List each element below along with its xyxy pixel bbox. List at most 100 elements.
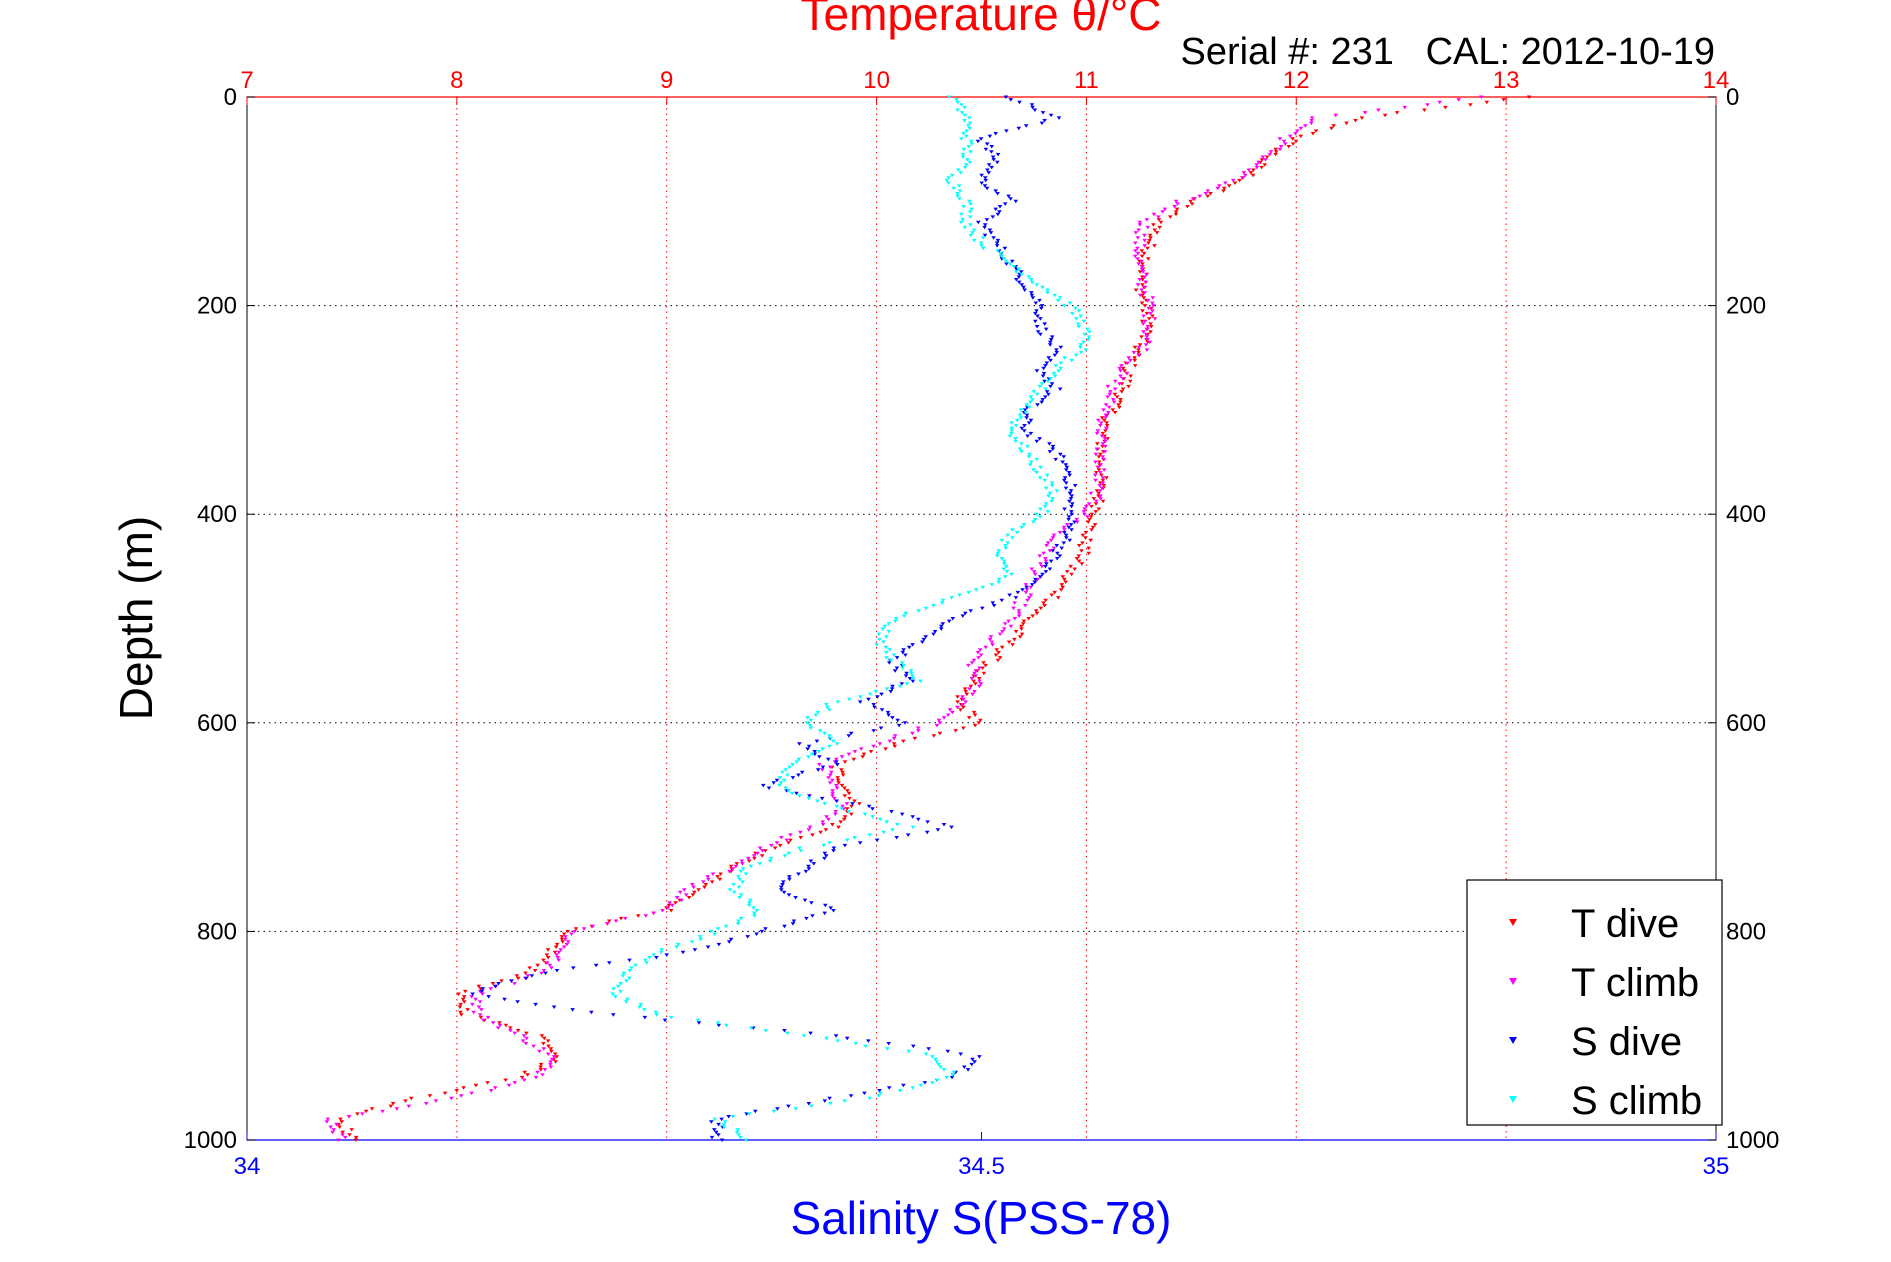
data-point [958, 1052, 963, 1056]
data-point [1088, 515, 1094, 519]
data-point [827, 734, 832, 738]
data-point [918, 679, 923, 684]
data-point [492, 1086, 498, 1090]
data-point [1006, 619, 1011, 624]
data-point [805, 716, 810, 720]
data-point [690, 883, 695, 887]
data-point [1069, 510, 1074, 514]
temperature-tick-label: 13 [1493, 67, 1520, 94]
depth-tick-label: 800 [1726, 918, 1766, 945]
data-point [514, 974, 520, 978]
data-point [774, 841, 780, 845]
data-point [910, 825, 916, 830]
data-point [1293, 139, 1299, 144]
data-point [1085, 327, 1090, 332]
data-point [1004, 570, 1010, 574]
data-point [955, 695, 960, 699]
data-point [834, 742, 840, 746]
data-point [1083, 536, 1088, 540]
data-point [1101, 408, 1106, 412]
data-point [926, 1047, 931, 1051]
data-point [973, 682, 978, 686]
data-point [1133, 231, 1139, 235]
data-point [787, 875, 792, 879]
data-point [1120, 377, 1126, 381]
data-point [1011, 606, 1016, 611]
data-point [1012, 601, 1017, 605]
data-point [1099, 434, 1105, 438]
data-point [551, 1005, 557, 1009]
data-point [1075, 322, 1081, 326]
data-point [844, 1036, 850, 1041]
data-point [946, 176, 951, 180]
data-point [1141, 314, 1146, 318]
data-point [1150, 301, 1155, 305]
data-point [826, 757, 831, 762]
data-point [960, 218, 965, 222]
data-point [877, 637, 882, 642]
data-point [1072, 567, 1077, 571]
data-point [623, 916, 628, 921]
data-point [911, 1044, 916, 1049]
data-point [1023, 583, 1029, 587]
data-point [1246, 168, 1252, 172]
data-point [1140, 270, 1146, 274]
data-point [520, 1039, 526, 1043]
data-point [581, 927, 587, 931]
data-point [893, 617, 899, 621]
data-point [861, 752, 867, 757]
data-point [1131, 351, 1137, 355]
data-point [712, 932, 717, 936]
data-point [1016, 267, 1022, 272]
data-point [754, 932, 759, 936]
data-point [916, 609, 921, 613]
data-point [1098, 497, 1103, 501]
data-point [621, 971, 626, 976]
data-point [988, 635, 994, 639]
data-point [857, 700, 863, 704]
data-point [757, 862, 763, 866]
data-point [1287, 134, 1293, 139]
data-point [1043, 557, 1048, 561]
data-point [698, 937, 703, 942]
data-point [799, 770, 805, 775]
data-point [983, 176, 988, 180]
data-point [1017, 447, 1023, 451]
data-point [1034, 457, 1040, 462]
data-point [533, 1002, 538, 1007]
data-point [1014, 531, 1020, 535]
data-point [490, 982, 496, 986]
data-point [721, 1125, 727, 1129]
data-point [872, 705, 877, 710]
data-point [1425, 103, 1430, 107]
data-point [959, 111, 965, 115]
data-point [945, 713, 951, 717]
data-point [783, 768, 788, 772]
data-point [937, 731, 943, 736]
data-point [1034, 512, 1039, 517]
data-point [1049, 481, 1055, 485]
data-point [984, 186, 990, 191]
data-point [863, 1044, 868, 1049]
data-point [1048, 338, 1054, 342]
data-point [718, 872, 723, 876]
data-point [1362, 111, 1368, 115]
data-point [1000, 630, 1005, 634]
data-point [1029, 280, 1035, 285]
data-point [1050, 444, 1056, 449]
data-point [512, 982, 517, 986]
data-point [969, 1062, 974, 1067]
data-point [1045, 379, 1051, 384]
data-point [509, 979, 514, 983]
data-point [1041, 551, 1046, 556]
data-point [830, 823, 835, 827]
data-point [642, 1008, 647, 1012]
data-point [950, 710, 955, 715]
data-point [1021, 619, 1027, 624]
data-point [1042, 478, 1047, 483]
data-point [1049, 593, 1054, 597]
data-point [1105, 384, 1111, 389]
data-point [833, 810, 838, 814]
data-point [1014, 418, 1020, 423]
data-point [1173, 212, 1179, 217]
